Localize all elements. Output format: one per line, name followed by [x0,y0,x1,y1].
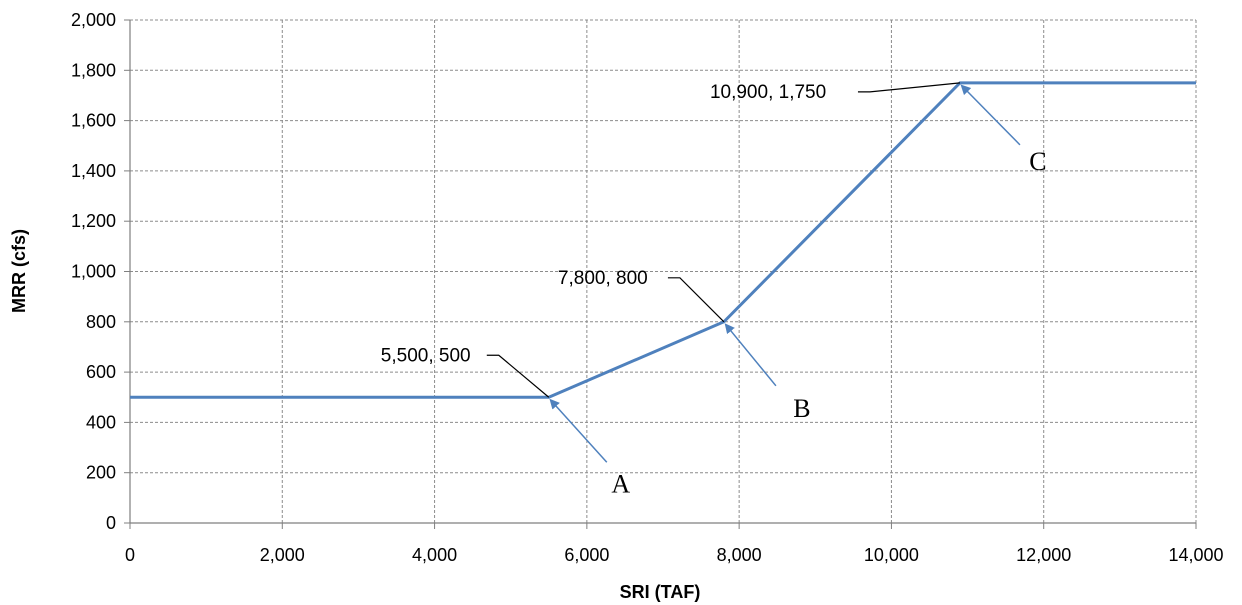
x-tick-labels: 0 2,000 4,000 6,000 8,000 10,000 12,000 14,000 [125,545,1224,565]
axes [124,19,1197,529]
callout-letter: C [1029,147,1046,176]
callout-letter: B [793,394,810,423]
gridlines [130,19,1197,523]
callout-label: 5,500, 500 [381,345,471,366]
y-tick-label: 400 [86,412,116,432]
callout-arrow [960,84,1021,146]
x-tick-label: 4,000 [412,545,457,565]
series-group [130,81,1196,399]
y-tick-labels: 0 200 400 600 800 1,000 1,200 1,400 1,600 1,800 2,… [71,10,116,533]
y-tick-label: 1,800 [71,60,116,80]
x-axis-title: SRI (TAF) [620,582,701,602]
y-tick-label: 200 [86,463,116,483]
y-axis-title: MRR (cfs) [9,229,29,313]
callout-leader [857,82,961,93]
y-tick-label: 1,600 [71,111,116,131]
y-tick-label: 1,000 [71,262,116,282]
x-tick-label: 14,000 [1168,545,1223,565]
x-tick-label: 12,000 [1016,545,1071,565]
callout-leader [667,277,725,323]
x-tick-label: 2,000 [260,545,305,565]
callout-label: 7,800, 800 [558,268,648,289]
callout-leader [486,354,550,398]
x-tick-label: 6,000 [564,545,609,565]
callout-label: 10,900, 1,750 [710,82,826,103]
series-line [130,81,1196,399]
callout-letter: A [611,469,630,498]
y-tick-label: 800 [86,312,116,332]
callout-arrow [724,323,777,387]
annotation-group: 5,500, 500 A 7,800, 800 B 10,900, 1,750 C [381,82,1047,498]
y-tick-label: 1,400 [71,161,116,181]
y-tick-label: 600 [86,362,116,382]
y-tick-label: 2,000 [71,10,116,30]
x-tick-label: 8,000 [717,545,762,565]
x-tick-label: 0 [125,545,135,565]
x-tick-label: 10,000 [864,545,919,565]
y-tick-label: 0 [106,513,116,533]
callout-arrow [549,398,608,463]
y-tick-label: 1,200 [71,211,116,231]
